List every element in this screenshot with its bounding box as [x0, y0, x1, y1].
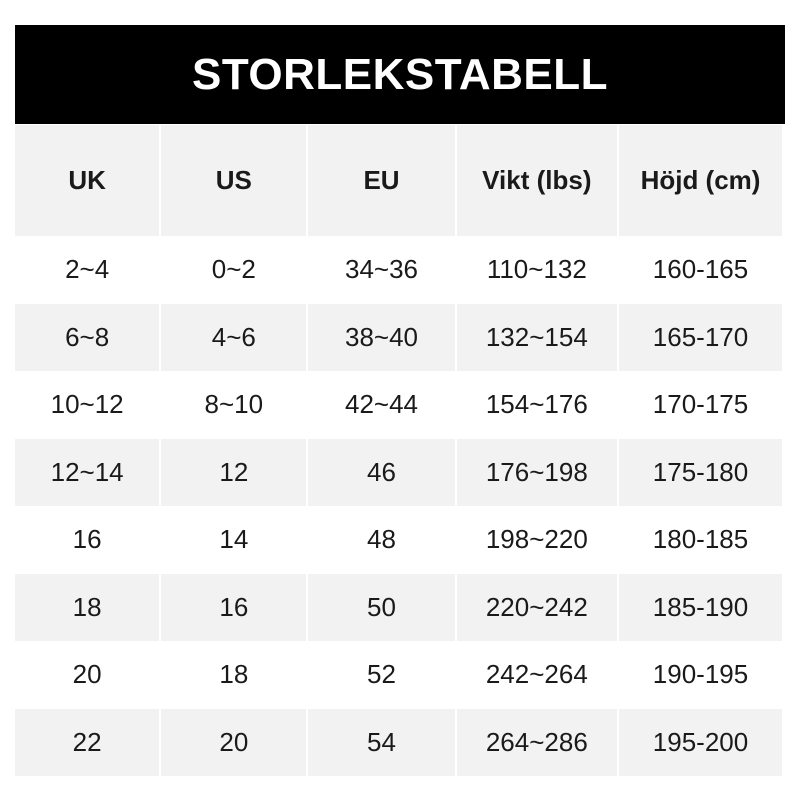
- size-chart-title: STORLEKSTABELL: [15, 25, 785, 124]
- header-row: UK US EU Vikt (lbs) Höjd (cm): [15, 125, 782, 236]
- table-row: 22 20 54 264~286 195-200: [15, 708, 782, 776]
- column-header: Vikt (lbs): [456, 125, 618, 236]
- table-cell: 6~8: [15, 303, 160, 371]
- table-cell: 180-185: [652, 524, 749, 555]
- column-header: US: [161, 125, 307, 236]
- table-cell: 12: [161, 438, 307, 506]
- table-cell: 20: [161, 708, 307, 776]
- table-cell: 34~36: [344, 254, 419, 285]
- table-cell: 4~6: [161, 303, 307, 371]
- table-cell: 132~154: [456, 303, 618, 371]
- table-cell: 154~176: [485, 389, 588, 420]
- table-cell: 10~12: [50, 389, 124, 420]
- table-cell: 264~286: [456, 708, 618, 776]
- table-cell: 220~242: [456, 573, 618, 641]
- table-cell: 165-170: [619, 303, 782, 371]
- column-header: Höjd (cm): [619, 125, 782, 236]
- table-cell: 160-165: [652, 254, 749, 285]
- table-cell: 0~2: [211, 254, 256, 285]
- table-row: 12~14 12 46 176~198 175-180: [15, 438, 782, 506]
- table-cell: 16: [72, 524, 102, 555]
- table-cell: 14: [219, 524, 249, 555]
- table-cell: 18: [219, 659, 249, 690]
- table-cell: 38~40: [308, 303, 455, 371]
- table-cell: 50: [308, 573, 455, 641]
- table-cell: 52: [367, 659, 396, 690]
- table-cell: 110~132: [486, 254, 587, 285]
- table-row: 10~12 8~10 42~44 154~176 170-175: [15, 371, 782, 439]
- table-row: 2~4 0~2 34~36 110~132 160-165: [15, 236, 782, 304]
- table-cell: 48: [367, 524, 396, 555]
- table-cell: 198~220: [485, 524, 588, 555]
- table-cell: 46: [308, 438, 455, 506]
- table-cell: 190-195: [652, 659, 749, 690]
- table-row: 18 16 50 220~242 185-190: [15, 573, 782, 641]
- column-header: UK: [15, 125, 160, 236]
- column-header: EU: [308, 125, 455, 236]
- table-cell: 176~198: [456, 438, 618, 506]
- size-table: UK US EU Vikt (lbs) Höjd (cm) 2~4 0~2 34~36 110…: [13, 125, 784, 776]
- table-row: 6~8 4~6 38~40 132~154 165-170: [15, 303, 782, 371]
- table-cell: 185-190: [619, 573, 782, 641]
- table-cell: 175-180: [619, 438, 782, 506]
- table-cell: 8~10: [204, 389, 264, 420]
- table-cell: 2~4: [65, 254, 110, 285]
- table-cell: 170-175: [652, 389, 749, 420]
- table-cell: 18: [15, 573, 160, 641]
- table-cell: 16: [161, 573, 307, 641]
- table-cell: 54: [308, 708, 455, 776]
- table-row: 20 18 52 242~264 190-195: [15, 641, 782, 709]
- table-row: 16 14 48 198~220 180-185: [15, 506, 782, 574]
- table-cell: 12~14: [15, 438, 160, 506]
- table-cell: 20: [72, 659, 102, 690]
- table-cell: 242~264: [485, 659, 588, 690]
- table-cell: 22: [15, 708, 160, 776]
- table-cell: 195-200: [619, 708, 782, 776]
- table-cell: 42~44: [344, 389, 419, 420]
